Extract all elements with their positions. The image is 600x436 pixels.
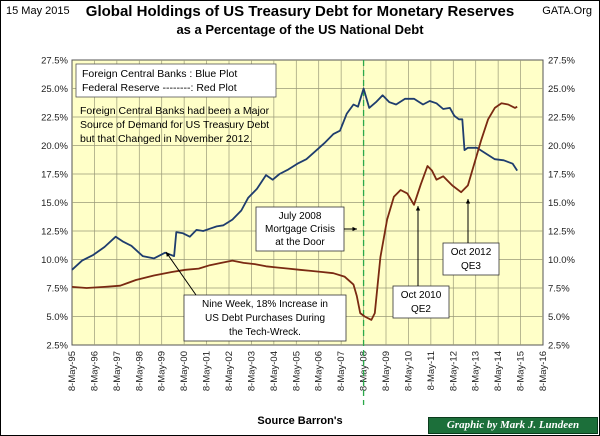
mortgage-crisis-note-box	[255, 206, 345, 252]
x-tick-label: 8-May-06	[314, 351, 325, 391]
y-tick-label-right: 5.0%	[548, 312, 570, 323]
chart-subtitle: as a Percentage of the US National Debt	[176, 22, 424, 37]
mortgage-crisis-note-text: Mortgage Crisis	[265, 224, 335, 235]
legend-note-line: Foreign Central Banks had been a Major	[80, 105, 270, 117]
y-tick-label-right: 12.5%	[548, 227, 575, 238]
y-tick-label-right: 20.0%	[548, 141, 575, 152]
x-tick-label: 8-May-13	[471, 351, 482, 391]
x-tick-label: 8-May-03	[246, 351, 257, 391]
qe2-note-text: QE2	[411, 304, 431, 315]
x-tick-label: 8-May-05	[291, 351, 302, 391]
x-tick-label: 8-May-10	[403, 351, 414, 391]
qe3-note-text: QE3	[461, 261, 481, 272]
y-tick-label-left: 17.5%	[41, 170, 68, 181]
x-tick-label: 8-May-97	[112, 351, 123, 391]
x-tick-label: 8-May-04	[269, 351, 280, 391]
series-foreign-central-banks-line	[71, 87, 518, 271]
tech-wreck-note-text: Nine Week, 18% Increase in	[202, 299, 328, 310]
mortgage-crisis-note-text: July 2008	[279, 211, 322, 222]
x-tick-label: 8-May-01	[202, 351, 213, 391]
tech-wreck-arrow-head	[166, 252, 171, 257]
qe3-note-text: Oct 2012	[451, 247, 492, 258]
y-tick-label-left: 22.5%	[41, 113, 68, 124]
chart-title: Global Holdings of US Treasury Debt for …	[85, 3, 515, 20]
legend-red-label: Federal Reserve --------: Red Plot	[82, 82, 237, 94]
y-tick-label-right: 27.5%	[548, 56, 575, 67]
y-tick-label-right: 22.5%	[548, 113, 575, 124]
qe2-arrow-head	[415, 206, 421, 211]
tech-wreck-arrow	[165, 251, 197, 296]
y-tick-label-right: 25.0%	[548, 84, 575, 95]
mortgage-crisis-note-text: at the Door	[275, 237, 325, 248]
qe3-note-box	[442, 242, 500, 276]
legend-note-line: but that Changed in November 2012.	[80, 133, 252, 145]
tech-wreck-note-text: the Tech-Wreck.	[229, 327, 301, 338]
source-label: Source Barron's	[257, 415, 343, 427]
x-tick-label: 8-May-99	[157, 351, 168, 391]
tech-wreck-note-box	[183, 294, 347, 342]
x-tick-label: 8-May-00	[179, 351, 190, 391]
source-site: GATA.Org	[542, 5, 592, 17]
y-tick-label-right: 10.0%	[548, 255, 575, 266]
legend-box	[75, 63, 277, 98]
y-tick-label-left: 10.0%	[41, 255, 68, 266]
graphic-credit: Graphic by Mark J. Lundeen	[428, 417, 598, 434]
y-tick-label-left: 20.0%	[41, 141, 68, 152]
x-tick-label: 8-May-02	[224, 351, 235, 391]
y-tick-label-left: 12.5%	[41, 227, 68, 238]
y-tick-label-left: 5.0%	[46, 312, 68, 323]
x-tick-label: 8-May-14	[493, 351, 504, 391]
x-tick-label: 8-May-09	[381, 351, 392, 391]
x-tick-label: 8-May-12	[448, 351, 459, 391]
series-federal-reserve-line	[71, 102, 518, 321]
y-tick-label-right: 17.5%	[548, 170, 575, 181]
x-tick-label: 8-May-16	[538, 351, 549, 391]
x-tick-label: 8-May-11	[426, 351, 437, 390]
y-tick-label-right: 7.5%	[548, 284, 570, 295]
x-tick-label: 8-May-15	[516, 351, 527, 391]
x-tick-label: 8-May-98	[134, 351, 145, 391]
legend-blue-label: Foreign Central Banks : Blue Plot	[82, 68, 237, 80]
y-tick-label-left: 25.0%	[41, 84, 68, 95]
y-tick-label-right: 2.5%	[548, 341, 570, 352]
x-tick-label: 8-May-07	[336, 351, 347, 391]
y-tick-label-left: 7.5%	[46, 284, 68, 295]
qe3-arrow-head	[465, 199, 471, 204]
y-tick-label-right: 15.0%	[548, 198, 575, 209]
y-tick-label-left: 27.5%	[41, 56, 68, 67]
y-tick-label-left: 15.0%	[41, 198, 68, 209]
y-tick-label-left: 2.5%	[46, 341, 68, 352]
mortgage-crisis-arrow-head	[352, 226, 357, 232]
date-label: 15 May 2015	[6, 5, 70, 17]
tech-wreck-note-text: US Debt Purchases During	[205, 313, 325, 324]
x-tick-label: 8-May-96	[89, 351, 100, 391]
x-tick-label: 8-May-95	[67, 351, 78, 391]
qe2-note-text: Oct 2010	[401, 290, 442, 301]
qe2-note-box	[392, 285, 450, 319]
legend-note-line: Source of Demand for US Treasury Debt	[80, 119, 269, 131]
